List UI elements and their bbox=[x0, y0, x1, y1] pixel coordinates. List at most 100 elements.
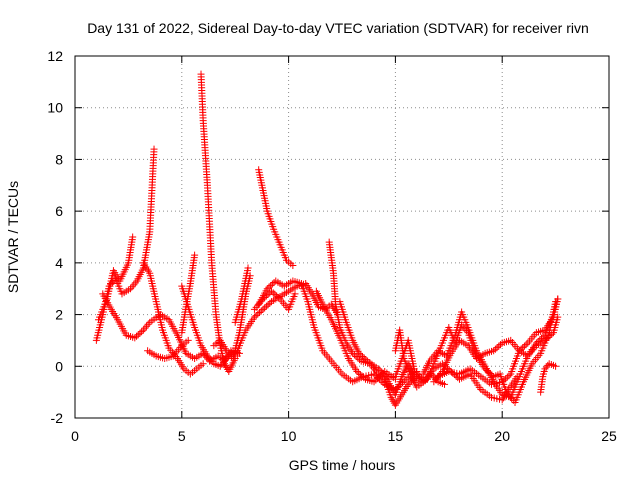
data-point bbox=[265, 283, 273, 291]
data-point bbox=[261, 304, 269, 312]
data-point bbox=[268, 280, 276, 288]
data-point bbox=[542, 363, 550, 371]
axis-ticks: 0 5 10 15 20 25 -2 0 2 4 6 8 10 12 bbox=[47, 48, 617, 444]
data-point bbox=[515, 347, 523, 355]
data-point bbox=[144, 320, 152, 328]
x-tick-label: 0 bbox=[71, 428, 79, 444]
y-tick-label: 0 bbox=[55, 358, 63, 374]
y-tick-label: 12 bbox=[47, 48, 63, 64]
data-point bbox=[378, 368, 386, 376]
data-point bbox=[541, 365, 549, 373]
data-point bbox=[259, 305, 267, 313]
series-track-16 bbox=[312, 287, 399, 386]
series-track-24 bbox=[537, 360, 560, 396]
series-track-4 bbox=[139, 259, 207, 378]
data-point bbox=[441, 380, 449, 388]
data-point bbox=[502, 375, 510, 383]
data-point bbox=[139, 326, 147, 334]
y-tick-label: 2 bbox=[55, 307, 63, 323]
data-point bbox=[442, 363, 450, 371]
y-tick-label: 6 bbox=[55, 203, 63, 219]
data-point bbox=[440, 361, 448, 369]
data-point bbox=[150, 145, 158, 153]
data-point bbox=[377, 377, 385, 385]
data-point bbox=[374, 374, 382, 382]
data-point bbox=[273, 292, 281, 300]
data-point bbox=[375, 373, 383, 381]
data-point bbox=[513, 373, 521, 381]
data-point bbox=[184, 336, 192, 344]
series-track-14 bbox=[255, 277, 421, 394]
y-tick-label: -2 bbox=[51, 410, 64, 426]
data-point bbox=[517, 345, 525, 353]
data-point bbox=[490, 347, 498, 355]
data-point bbox=[491, 345, 499, 353]
data-point bbox=[536, 336, 544, 344]
data-point bbox=[370, 378, 378, 386]
data-point bbox=[356, 356, 364, 364]
data-point bbox=[360, 354, 368, 362]
data-point bbox=[134, 331, 142, 339]
data-point bbox=[259, 295, 267, 303]
data-point bbox=[143, 322, 151, 330]
data-point bbox=[133, 332, 141, 340]
data-point bbox=[357, 351, 365, 359]
data-point bbox=[252, 312, 260, 320]
data-point bbox=[354, 354, 362, 362]
x-tick-label: 15 bbox=[388, 428, 404, 444]
y-tick-label: 4 bbox=[55, 255, 63, 271]
data-point bbox=[503, 373, 511, 381]
data-point bbox=[267, 282, 275, 290]
data-point bbox=[444, 364, 452, 372]
data-point bbox=[554, 295, 562, 303]
data-point bbox=[271, 290, 279, 298]
y-axis-label: SDTVAR / TECUs bbox=[5, 181, 21, 293]
data-point bbox=[447, 367, 455, 375]
series-track-23 bbox=[421, 360, 521, 404]
data-point bbox=[356, 371, 364, 379]
data-point bbox=[450, 371, 458, 379]
data-point bbox=[449, 369, 457, 377]
data-point bbox=[376, 366, 384, 374]
x-axis-label: GPS time / hours bbox=[289, 457, 396, 473]
x-tick-label: 20 bbox=[494, 428, 510, 444]
plot-area bbox=[74, 55, 610, 419]
data-point bbox=[353, 367, 361, 375]
data-point bbox=[552, 362, 560, 370]
data-point bbox=[438, 360, 446, 368]
data-point bbox=[263, 285, 271, 293]
data-point bbox=[350, 351, 358, 359]
y-tick-label: 10 bbox=[47, 100, 63, 116]
data-series bbox=[92, 70, 562, 409]
data-point bbox=[404, 380, 412, 388]
data-point bbox=[379, 370, 387, 378]
data-point bbox=[519, 344, 527, 352]
data-point bbox=[355, 369, 363, 377]
data-point bbox=[372, 376, 380, 384]
data-point bbox=[254, 310, 262, 318]
data-point bbox=[291, 290, 299, 298]
data-point bbox=[266, 299, 274, 307]
series-track-22 bbox=[434, 295, 562, 388]
data-point bbox=[548, 330, 556, 338]
x-tick-label: 10 bbox=[281, 428, 297, 444]
data-point bbox=[493, 344, 501, 352]
data-point bbox=[452, 372, 460, 380]
data-point bbox=[543, 335, 551, 343]
series-track-17 bbox=[336, 298, 427, 383]
data-point bbox=[495, 342, 503, 350]
data-point bbox=[400, 377, 408, 385]
data-point bbox=[264, 301, 272, 309]
data-point bbox=[541, 336, 549, 344]
data-point bbox=[128, 283, 136, 291]
data-point bbox=[349, 349, 357, 357]
series-track-11 bbox=[255, 166, 297, 269]
series-track-7 bbox=[178, 251, 199, 337]
data-point bbox=[250, 313, 258, 321]
data-point bbox=[256, 309, 264, 317]
data-point bbox=[445, 366, 453, 374]
data-point bbox=[262, 302, 270, 310]
data-point bbox=[257, 307, 265, 315]
data-point bbox=[362, 356, 370, 364]
